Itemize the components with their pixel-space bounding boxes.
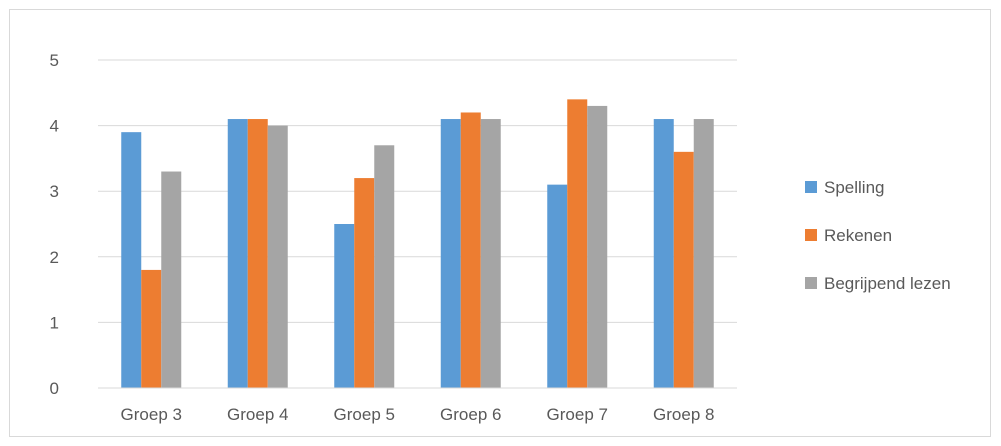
legend-label: Rekenen bbox=[824, 226, 892, 245]
bar-rekenen-groep-3 bbox=[141, 269, 162, 388]
bar-spelling-groep-5 bbox=[334, 224, 355, 388]
x-tick-label: Groep 3 bbox=[121, 405, 182, 424]
bar-begrijpend-lezen-groep-7 bbox=[587, 105, 608, 389]
y-axis-ticks: 0 1 2 3 4 5 bbox=[50, 51, 59, 398]
legend-label: Begrijpend lezen bbox=[824, 274, 951, 293]
bar-begrijpend-lezen-groep-4 bbox=[267, 125, 288, 388]
bars bbox=[121, 99, 714, 389]
x-axis-ticks: Groep 3 Groep 4 Groep 5 Groep 6 Groep 7 Groep… bbox=[121, 405, 715, 424]
bar-rekenen-groep-8 bbox=[673, 151, 694, 388]
bar-spelling-groep-3 bbox=[121, 132, 142, 388]
legend: Spelling Rekenen Begrijpend lezen bbox=[805, 178, 951, 293]
bar-spelling-groep-6 bbox=[440, 119, 461, 388]
x-tick-label: Groep 6 bbox=[440, 405, 501, 424]
bar-spelling-groep-7 bbox=[547, 184, 568, 388]
legend-swatch-spelling bbox=[805, 181, 817, 193]
y-tick-label: 3 bbox=[50, 182, 59, 201]
bar-rekenen-groep-7 bbox=[567, 99, 588, 389]
y-tick-label: 0 bbox=[50, 379, 59, 398]
y-tick-label: 1 bbox=[50, 313, 59, 332]
bar-spelling-groep-8 bbox=[653, 119, 674, 388]
legend-swatch-begrijpend-lezen bbox=[805, 277, 817, 289]
bar-begrijpend-lezen-groep-8 bbox=[693, 119, 714, 388]
bar-rekenen-groep-6 bbox=[460, 112, 481, 388]
y-tick-label: 5 bbox=[50, 51, 59, 70]
y-tick-label: 4 bbox=[50, 117, 59, 136]
gridlines bbox=[98, 59, 737, 323]
bar-begrijpend-lezen-groep-3 bbox=[161, 171, 182, 388]
x-tick-label: Groep 7 bbox=[547, 405, 608, 424]
x-tick-label: Groep 5 bbox=[334, 405, 395, 424]
bar-spelling-groep-4 bbox=[227, 119, 248, 388]
bar-rekenen-groep-4 bbox=[247, 119, 268, 388]
bar-begrijpend-lezen-groep-6 bbox=[480, 119, 501, 388]
bar-rekenen-groep-5 bbox=[354, 178, 375, 388]
x-tick-label: Groep 8 bbox=[653, 405, 714, 424]
legend-swatch-rekenen bbox=[805, 229, 817, 241]
bar-begrijpend-lezen-groep-5 bbox=[374, 145, 395, 388]
legend-label: Spelling bbox=[824, 178, 885, 197]
y-tick-label: 2 bbox=[50, 248, 59, 267]
x-tick-label: Groep 4 bbox=[227, 405, 288, 424]
